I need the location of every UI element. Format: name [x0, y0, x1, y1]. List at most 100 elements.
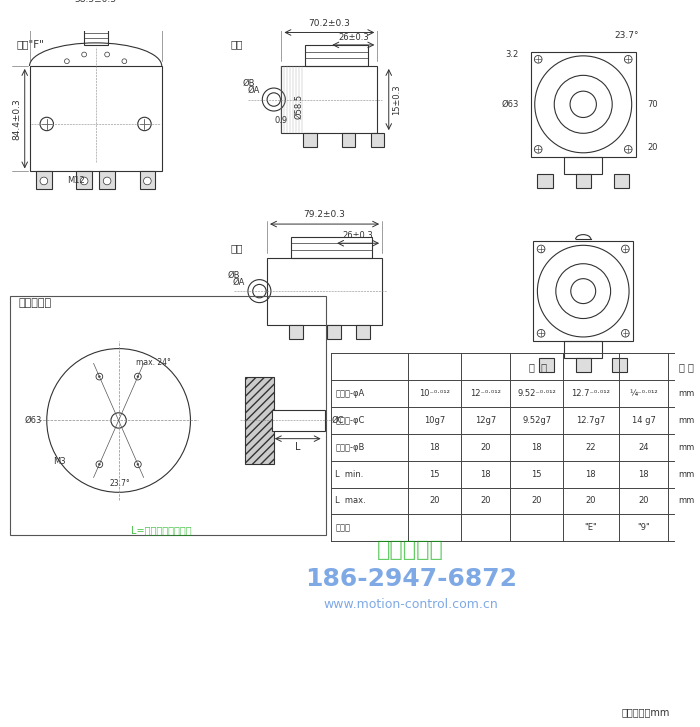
Text: 20: 20	[480, 443, 491, 451]
Bar	[564, 157, 603, 174]
Bar	[245, 377, 274, 464]
Bar	[328, 325, 341, 339]
Text: 西安德伍拓: 西安德伍拓	[377, 539, 444, 560]
Text: 9.52g7: 9.52g7	[522, 416, 552, 425]
Bar	[537, 174, 552, 188]
Bar	[99, 172, 115, 188]
Text: 20: 20	[429, 497, 440, 505]
Text: 12.7⁻⁰·⁰¹²: 12.7⁻⁰·⁰¹²	[571, 389, 610, 398]
Text: 夹紧环-φB: 夹紧环-φB	[335, 443, 365, 451]
Text: ØB: ØB	[242, 79, 255, 88]
Text: 轴套"F": 轴套"F"	[16, 39, 44, 49]
Circle shape	[104, 177, 111, 185]
Text: ¼⁻⁰·⁰¹²: ¼⁻⁰·⁰¹²	[629, 389, 658, 398]
Text: 20: 20	[531, 497, 542, 505]
Text: 70.2±0.3: 70.2±0.3	[309, 19, 350, 28]
Bar	[29, 66, 162, 172]
Circle shape	[144, 177, 151, 185]
Text: 84.4±0.3: 84.4±0.3	[13, 98, 22, 140]
Text: 20: 20	[638, 497, 649, 505]
Text: L=编码器内部的长度: L=编码器内部的长度	[132, 526, 192, 536]
Text: 23.7°: 23.7°	[109, 478, 130, 488]
Bar	[575, 358, 591, 371]
Text: "9": "9"	[637, 523, 650, 532]
Bar	[533, 241, 633, 341]
Text: 18: 18	[531, 443, 542, 451]
Text: 15: 15	[429, 470, 440, 478]
Text: 70: 70	[648, 100, 658, 109]
Text: 18: 18	[638, 470, 649, 478]
Bar	[539, 358, 554, 371]
Text: Ø63: Ø63	[25, 416, 42, 425]
Circle shape	[80, 177, 88, 185]
Text: 20: 20	[586, 497, 596, 505]
Text: 20: 20	[480, 497, 491, 505]
Text: 12g7: 12g7	[475, 416, 496, 425]
Bar	[612, 358, 627, 371]
Bar	[304, 133, 317, 148]
Text: max. 24°: max. 24°	[136, 358, 171, 367]
Text: M3: M3	[53, 457, 66, 465]
Bar	[342, 133, 355, 148]
Circle shape	[40, 177, 48, 185]
Bar	[356, 325, 370, 339]
Bar	[575, 174, 591, 188]
Text: 9.52⁻⁰·⁰¹²: 9.52⁻⁰·⁰¹²	[517, 389, 556, 398]
Bar	[564, 341, 603, 358]
Text: 12.7g7: 12.7g7	[576, 416, 606, 425]
Text: 20: 20	[648, 143, 658, 152]
Bar	[614, 174, 629, 188]
Text: 尺  寸: 尺 寸	[529, 362, 547, 371]
Text: 22: 22	[586, 443, 596, 451]
Text: 18: 18	[480, 470, 491, 478]
Text: 15: 15	[531, 470, 542, 478]
Text: ØB: ØB	[228, 270, 240, 280]
Text: 26±0.3: 26±0.3	[343, 231, 374, 241]
Text: 多圈: 多圈	[231, 244, 243, 253]
Text: 18: 18	[586, 470, 596, 478]
Text: 14 g7: 14 g7	[631, 416, 655, 425]
Text: www.motion-control.com.cn: www.motion-control.com.cn	[323, 598, 498, 611]
Text: 尺寸单位：mm: 尺寸单位：mm	[621, 707, 669, 718]
Text: 12⁻⁰·⁰¹²: 12⁻⁰·⁰¹²	[470, 389, 501, 398]
Text: ØA: ØA	[232, 278, 245, 286]
Circle shape	[137, 463, 139, 465]
Bar	[76, 172, 92, 188]
Text: 15±0.3: 15±0.3	[391, 84, 400, 115]
Text: M12: M12	[68, 176, 85, 185]
Bar	[370, 133, 384, 148]
Text: mm: mm	[678, 470, 695, 478]
Text: 23.7°: 23.7°	[614, 31, 638, 40]
Text: mm: mm	[678, 416, 695, 425]
Text: 24: 24	[638, 443, 649, 451]
Text: 连接轴-φC: 连接轴-φC	[335, 416, 365, 425]
Bar	[10, 296, 326, 535]
Text: 58.5±0.3: 58.5±0.3	[75, 0, 117, 4]
Bar	[281, 66, 377, 133]
Text: 10g7: 10g7	[424, 416, 445, 425]
Bar	[36, 172, 52, 188]
Text: ØA: ØA	[247, 86, 260, 95]
Text: 0.9: 0.9	[275, 116, 288, 126]
Text: 单圈: 单圈	[231, 39, 243, 49]
Text: 18: 18	[429, 443, 440, 451]
Text: L  max.: L max.	[335, 497, 366, 505]
Text: Ø58.5: Ø58.5	[294, 94, 303, 119]
Circle shape	[99, 376, 100, 377]
Text: 单 位: 单 位	[679, 362, 694, 371]
Text: Ø63: Ø63	[502, 100, 519, 109]
Bar	[531, 52, 636, 157]
Bar	[267, 257, 382, 325]
Text: 26±0.3: 26±0.3	[338, 33, 369, 42]
Text: mm: mm	[678, 443, 695, 451]
Text: 客户安装侧: 客户安装侧	[18, 298, 51, 308]
Text: "E": "E"	[584, 523, 597, 532]
Bar	[140, 172, 155, 188]
Text: L: L	[295, 441, 300, 451]
Text: mm: mm	[678, 497, 695, 505]
Text: 10⁻⁰·⁰¹²: 10⁻⁰·⁰¹²	[419, 389, 449, 398]
Text: 3.2: 3.2	[506, 50, 519, 59]
Text: mm: mm	[678, 389, 695, 398]
Text: 轴代号: 轴代号	[335, 523, 350, 532]
Text: ØC: ØC	[331, 416, 344, 425]
